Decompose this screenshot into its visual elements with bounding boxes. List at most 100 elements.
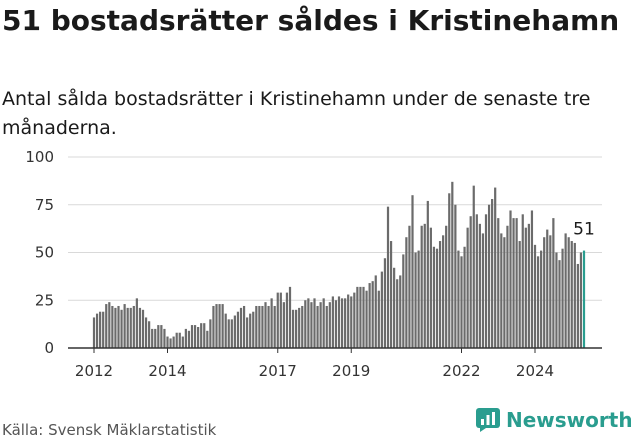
bar bbox=[144, 317, 148, 348]
bar bbox=[442, 235, 445, 348]
bar bbox=[105, 304, 108, 348]
bar bbox=[322, 298, 325, 348]
brand-logo[interactable]: Newsworthy bbox=[476, 408, 631, 432]
bar bbox=[334, 300, 338, 348]
bar bbox=[460, 256, 463, 348]
bar bbox=[451, 181, 454, 348]
bar bbox=[316, 305, 319, 348]
bar bbox=[543, 237, 546, 348]
bar bbox=[249, 313, 252, 348]
bar bbox=[313, 298, 316, 348]
bar bbox=[515, 218, 518, 348]
bar bbox=[570, 241, 573, 348]
chart-subtitle: Antal sålda bostadsrätter i Kristinehamn… bbox=[2, 88, 591, 139]
bar bbox=[102, 311, 105, 348]
bar bbox=[484, 214, 488, 348]
bar bbox=[181, 336, 184, 348]
bar bbox=[160, 325, 163, 348]
bar bbox=[558, 260, 561, 348]
bar bbox=[454, 204, 457, 348]
bar bbox=[233, 315, 236, 348]
bar bbox=[472, 185, 475, 348]
bar bbox=[389, 241, 393, 348]
bar bbox=[521, 214, 524, 348]
bar bbox=[478, 223, 481, 348]
bar bbox=[546, 229, 549, 348]
bar bbox=[448, 193, 451, 348]
chart-title: 51 bostadsrätter såldes i Kristinehamn bbox=[2, 4, 620, 37]
bar bbox=[417, 250, 420, 348]
bar bbox=[414, 252, 417, 348]
bar bbox=[500, 233, 503, 348]
bar bbox=[307, 298, 310, 348]
bar bbox=[175, 332, 178, 348]
x-tick-label: 2017 bbox=[259, 362, 297, 380]
y-tick-label: 75 bbox=[35, 196, 54, 214]
bar bbox=[512, 218, 515, 348]
bar bbox=[368, 283, 371, 348]
bar bbox=[393, 267, 396, 348]
bar bbox=[264, 302, 267, 348]
bar bbox=[273, 305, 276, 348]
x-axis: 2012 2014 2017 2019 2022 2024 bbox=[68, 347, 602, 380]
bar bbox=[383, 258, 387, 348]
bar bbox=[497, 218, 500, 348]
bar-latest bbox=[582, 250, 586, 348]
bar bbox=[246, 317, 249, 348]
bar bbox=[221, 304, 224, 348]
bar bbox=[319, 302, 322, 348]
bar bbox=[172, 336, 175, 348]
bar bbox=[552, 218, 555, 348]
bar bbox=[190, 325, 194, 348]
bar bbox=[457, 250, 460, 348]
bar bbox=[540, 250, 543, 348]
bar bbox=[148, 321, 151, 348]
bar bbox=[138, 307, 142, 348]
bar bbox=[536, 256, 540, 348]
bar bbox=[377, 290, 380, 348]
bar bbox=[405, 237, 408, 348]
bar bbox=[399, 275, 402, 348]
bar bbox=[258, 305, 261, 348]
bar bbox=[123, 304, 126, 348]
y-tick-label: 50 bbox=[35, 244, 54, 262]
bar bbox=[386, 206, 390, 348]
bar bbox=[423, 223, 426, 348]
bar bbox=[564, 233, 567, 348]
y-tick-label: 0 bbox=[44, 339, 54, 357]
bar bbox=[344, 298, 347, 348]
bar bbox=[178, 332, 181, 348]
bar bbox=[206, 330, 209, 348]
bar bbox=[494, 187, 497, 348]
bar bbox=[350, 296, 353, 348]
bar bbox=[126, 307, 129, 348]
y-tick-label: 100 bbox=[25, 148, 54, 166]
bar bbox=[129, 307, 132, 348]
newsworthy-logo-icon bbox=[476, 408, 500, 432]
bar bbox=[304, 300, 307, 348]
bar bbox=[203, 323, 206, 348]
bar bbox=[261, 305, 264, 348]
bar bbox=[108, 302, 111, 348]
bar bbox=[209, 319, 212, 348]
bar bbox=[227, 319, 230, 348]
bar bbox=[325, 305, 328, 348]
bar bbox=[353, 292, 356, 348]
bar bbox=[117, 305, 120, 348]
bar bbox=[445, 225, 448, 348]
bar bbox=[561, 248, 564, 348]
bar bbox=[374, 275, 377, 348]
bar bbox=[402, 254, 405, 348]
bar bbox=[230, 319, 233, 348]
bar bbox=[555, 252, 558, 348]
bar bbox=[99, 311, 102, 348]
x-tick-label: 2014 bbox=[148, 362, 186, 380]
bar bbox=[438, 241, 442, 348]
bar bbox=[573, 242, 576, 348]
bar bbox=[285, 292, 289, 348]
bar bbox=[224, 313, 227, 348]
bar bbox=[184, 328, 187, 348]
bar bbox=[356, 286, 359, 348]
last-value-label: 51 bbox=[573, 220, 595, 240]
x-tick-label: 2022 bbox=[442, 362, 480, 380]
